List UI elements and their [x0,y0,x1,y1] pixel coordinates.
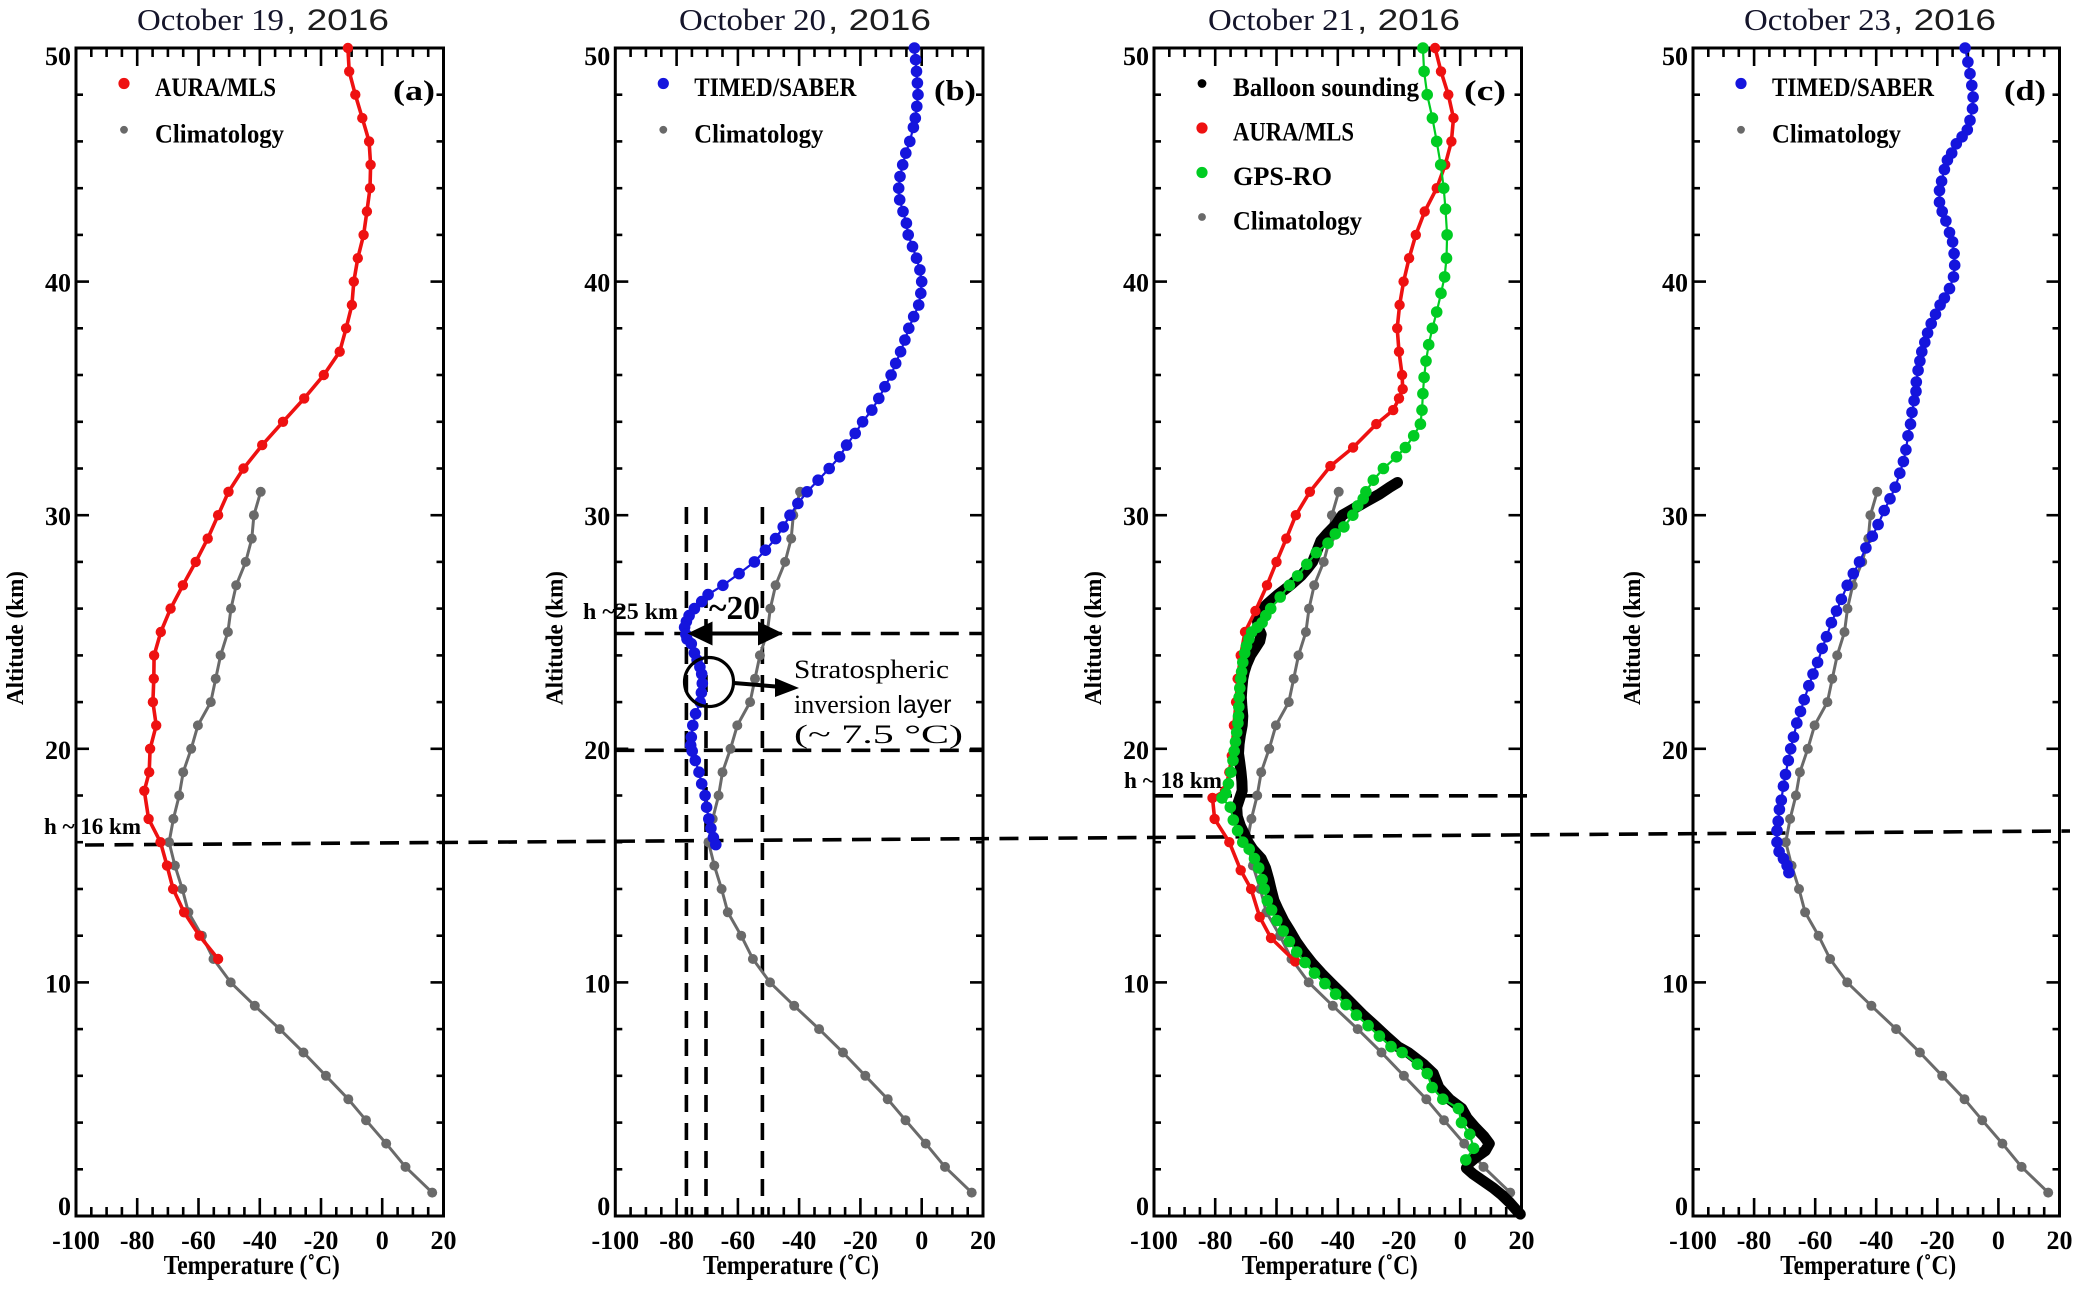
svg-text:0: 0 [376,1226,389,1255]
svg-text:(c): (c) [1464,76,1506,107]
svg-text:20: 20 [584,736,610,765]
svg-text:10: 10 [45,969,71,998]
svg-text:Temperature (˚C): Temperature (˚C) [1780,1250,1956,1280]
svg-text:-100: -100 [1130,1226,1178,1255]
svg-text:10: 10 [1662,969,1688,998]
svg-text:(~ 7.5 °C): (~ 7.5 °C) [794,720,963,749]
svg-text:Altitude (km): Altitude (km) [542,571,568,705]
svg-text:Temperature (˚C): Temperature (˚C) [703,1250,879,1280]
svg-text:Altitude (km): Altitude (km) [1081,571,1107,705]
svg-text:TIMED/SABER: TIMED/SABER [1772,73,1934,102]
svg-text:Altitude (km): Altitude (km) [1620,571,1646,705]
svg-text:30: 30 [45,502,71,531]
svg-text:0: 0 [597,1192,610,1221]
svg-text:Climatology: Climatology [1233,207,1362,236]
svg-text:20: 20 [431,1226,457,1255]
svg-text:0: 0 [1992,1226,2005,1255]
svg-text:50: 50 [584,42,610,71]
svg-text:20: 20 [45,736,71,765]
svg-text:Stratospheric: Stratospheric [794,655,949,684]
svg-text:-100: -100 [52,1226,100,1255]
svg-text:0: 0 [1136,1192,1149,1221]
svg-text:40: 40 [45,269,71,298]
svg-text:50: 50 [1662,42,1688,71]
svg-text:40: 40 [1662,269,1688,298]
svg-text:Temperature (˚C): Temperature (˚C) [1242,1250,1418,1280]
svg-text:-80: -80 [120,1226,155,1255]
svg-text:Climatology: Climatology [155,120,284,149]
svg-text:Altitude (km): Altitude (km) [3,571,29,705]
svg-text:-60: -60 [1259,1226,1294,1255]
svg-text:, 2016: , 2016 [1893,4,1996,37]
svg-text:50: 50 [1123,42,1149,71]
svg-text:, 2016: , 2016 [1357,4,1460,37]
svg-text:Temperature (˚C): Temperature (˚C) [164,1250,340,1280]
svg-text:(b): (b) [934,76,976,107]
svg-text:20: 20 [1509,1226,1535,1255]
svg-text:AURA/MLS: AURA/MLS [1233,118,1354,147]
svg-text:-100: -100 [1669,1226,1717,1255]
svg-text:-40: -40 [242,1226,277,1255]
svg-text:GPS-RO: GPS-RO [1233,162,1332,191]
svg-text:0: 0 [1675,1192,1688,1221]
svg-text:AURA/MLS: AURA/MLS [155,73,276,102]
svg-text:-60: -60 [721,1226,756,1255]
svg-text:inversion layer: inversion layer [794,690,951,719]
svg-text:-20: -20 [1382,1226,1417,1255]
svg-text:0: 0 [1454,1226,1467,1255]
svg-text:-20: -20 [843,1226,878,1255]
svg-text:Climatology: Climatology [1772,120,1901,149]
svg-text:40: 40 [584,269,610,298]
svg-text:-40: -40 [1320,1226,1355,1255]
svg-text:(d): (d) [2004,76,2046,107]
svg-text:October 19: October 19 [137,2,284,37]
svg-text:-60: -60 [1798,1226,1833,1255]
svg-text:10: 10 [1123,969,1149,998]
svg-text:h ~ 18 km: h ~ 18 km [1124,768,1222,793]
svg-text:Balloon sounding: Balloon sounding [1233,73,1419,102]
svg-text:10: 10 [584,969,610,998]
svg-text:-60: -60 [181,1226,216,1255]
svg-text:0: 0 [915,1226,928,1255]
svg-text:20: 20 [2047,1226,2073,1255]
svg-text:0: 0 [58,1192,71,1221]
svg-text:h ~ 16 km: h ~ 16 km [44,814,141,839]
svg-text:h ~25 km: h ~25 km [583,599,678,624]
svg-text:(a): (a) [393,76,435,107]
svg-text:-40: -40 [1859,1226,1894,1255]
svg-text:20: 20 [1123,736,1149,765]
svg-text:, 2016: , 2016 [286,4,389,37]
svg-text:-20: -20 [1920,1226,1955,1255]
svg-text:Climatology: Climatology [694,120,823,149]
svg-text:-80: -80 [1198,1226,1233,1255]
svg-text:30: 30 [1123,502,1149,531]
svg-text:-20: -20 [304,1226,339,1255]
svg-text:30: 30 [584,502,610,531]
svg-text:20: 20 [1662,736,1688,765]
svg-text:50: 50 [45,42,71,71]
svg-text:October 20: October 20 [679,2,826,37]
svg-text:TIMED/SABER: TIMED/SABER [694,73,856,102]
svg-text:, 2016: , 2016 [828,4,931,37]
svg-text:-80: -80 [1737,1226,1772,1255]
svg-text:30: 30 [1662,502,1688,531]
svg-text:20: 20 [970,1226,996,1255]
svg-text:40: 40 [1123,269,1149,298]
svg-text:-100: -100 [591,1226,639,1255]
svg-text:-40: -40 [782,1226,817,1255]
svg-text:October 21: October 21 [1208,2,1355,37]
svg-text:~20: ~20 [709,590,760,627]
svg-text:-80: -80 [659,1226,694,1255]
svg-text:October 23: October 23 [1744,2,1891,37]
